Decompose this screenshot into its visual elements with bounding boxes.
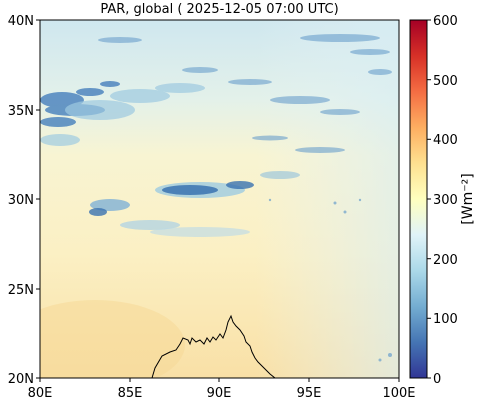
map-title: PAR, global ( 2025-12-05 07:00 UTC): [100, 2, 339, 17]
y-tick-label: 40N: [8, 14, 34, 29]
y-tick-label: 25N: [8, 283, 34, 298]
colorbar-tick-label: 600: [433, 14, 458, 29]
coastline: [151, 314, 276, 378]
cloud-central-band: [89, 171, 300, 237]
x-tick-label: 90E: [207, 386, 232, 401]
colorbar-tick-label: 200: [433, 253, 458, 268]
x-tick-label: 95E: [297, 386, 322, 401]
par-field: [40, 20, 399, 378]
x-tick-label: 80E: [28, 386, 53, 401]
colorbar-tick-label: 100: [433, 312, 458, 327]
y-tick-label: 35N: [8, 104, 34, 119]
colorbar: 0 100 200 300 400 500 600 [Wm⁻²]: [409, 14, 476, 387]
x-axis: 80E 85E 90E 95E 100E: [28, 378, 416, 401]
colorbar-tick-label: 0: [433, 372, 441, 387]
y-tick-label: 20N: [8, 372, 34, 387]
colorbar-tick-label: 500: [433, 74, 458, 89]
x-tick-label: 100E: [382, 386, 415, 401]
y-tick-label: 30N: [8, 193, 34, 208]
cloud-north-band: [98, 34, 392, 153]
colorbar-tick-label: 300: [433, 193, 458, 208]
colorbar-tick-label: 400: [433, 133, 458, 148]
colorbar-gradient: [409, 19, 428, 379]
x-tick-label: 85E: [118, 386, 143, 401]
y-axis: 20N 25N 30N 35N 40N: [8, 14, 40, 387]
colorbar-label: [Wm⁻²]: [460, 173, 476, 224]
